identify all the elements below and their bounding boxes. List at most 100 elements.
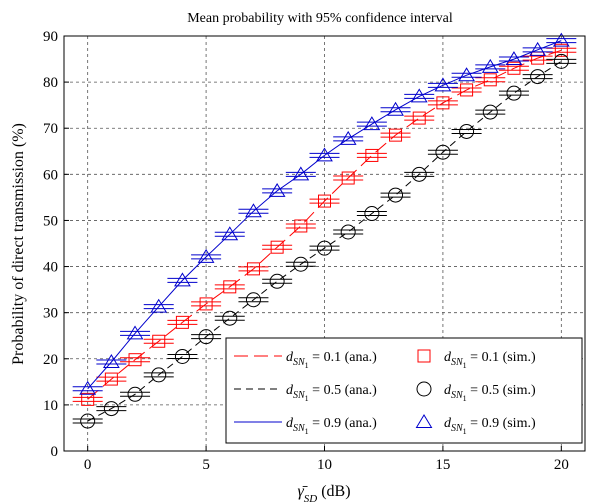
y-tick-label: 10 xyxy=(43,398,58,414)
data-point-0.5 xyxy=(127,386,143,402)
data-point-0.1 xyxy=(554,43,568,57)
data-point-0.9 xyxy=(126,325,144,340)
data-point-0.5 xyxy=(553,53,569,69)
y-tick-label: 50 xyxy=(43,213,58,229)
data-point-0.5 xyxy=(530,69,546,85)
y-tick-label: 90 xyxy=(43,29,58,45)
data-point-0.9 xyxy=(363,116,381,131)
y-tick-label: 20 xyxy=(43,352,58,368)
legend-label-ana-0.1: dSN1 = 0.1 (ana.) xyxy=(286,350,377,370)
x-tick-label: 5 xyxy=(202,457,210,473)
data-point-0.5 xyxy=(435,144,451,160)
data-point-0.9 xyxy=(221,226,239,241)
legend-label-sim-0.5: dSN1 = 0.5 (sim.) xyxy=(444,383,536,403)
legend: dSN1 = 0.1 (ana.) dSN1 = 0.1 (sim.) dSN1 =… xyxy=(225,337,583,444)
data-point-0.9 xyxy=(150,298,168,313)
data-point-0.9 xyxy=(102,354,120,369)
data-point-0.9 xyxy=(174,272,191,287)
x-tick-label: 10 xyxy=(317,457,332,473)
series-line-0.5 xyxy=(87,60,562,422)
data-point-0.5 xyxy=(269,273,285,289)
legend-marker-0.1 xyxy=(417,349,431,363)
data-point-0.5 xyxy=(317,240,332,256)
data-point-0.9 xyxy=(458,67,475,82)
data-point-0.1 xyxy=(246,262,260,276)
data-point-0.9 xyxy=(245,203,262,218)
data-point-0.9 xyxy=(339,130,357,145)
data-point-0.1 xyxy=(199,297,213,311)
data-point-0.9 xyxy=(197,248,215,263)
data-point-0.9 xyxy=(434,77,452,92)
series-line-0.1 xyxy=(87,49,562,400)
data-point-0.1 xyxy=(389,128,403,142)
legend-marker-0.5 xyxy=(416,381,432,397)
data-point-0.9 xyxy=(552,32,570,47)
legend-label-sim-0.9: dSN1 = 0.9 (sim.) xyxy=(444,416,536,436)
data-point-0.5 xyxy=(411,166,427,182)
data-point-0.1 xyxy=(270,240,284,254)
series-line-0.9 xyxy=(87,40,562,390)
y-tick-label: 0 xyxy=(51,444,59,460)
series-0.9 xyxy=(72,32,577,395)
legend-label-ana-0.9: dSN1 = 0.9 (ana.) xyxy=(286,416,377,436)
data-point-0.5 xyxy=(245,292,261,308)
data-point-0.5 xyxy=(459,123,475,139)
y-tick-label: 70 xyxy=(43,121,58,137)
data-point-0.9 xyxy=(292,166,310,181)
data-point-0.1 xyxy=(483,73,497,87)
data-point-0.5 xyxy=(198,329,214,345)
x-tick-labels: 0 5 10 15 20 xyxy=(84,457,569,473)
x-tick-label: 15 xyxy=(435,457,450,473)
data-point-0.9 xyxy=(529,41,547,56)
y-axis-label: Probability of direct transmission (%) xyxy=(10,123,27,365)
data-point-0.5 xyxy=(482,104,498,120)
legend-box xyxy=(225,337,583,444)
data-point-0.5 xyxy=(151,367,167,383)
y-tick-label: 60 xyxy=(43,167,58,183)
data-point-0.9 xyxy=(316,147,333,162)
x-axis-label: γ̄SD (dB) xyxy=(297,483,350,504)
legend-label-ana-0.5: dSN1 = 0.5 (ana.) xyxy=(286,383,377,403)
data-point-0.9 xyxy=(410,88,428,103)
data-point-0.1 xyxy=(175,315,189,329)
data-point-0.1 xyxy=(81,392,95,406)
data-point-0.1 xyxy=(223,280,237,294)
data-point-0.5 xyxy=(222,310,238,326)
data-point-0.9 xyxy=(505,51,523,66)
data-point-0.1 xyxy=(436,96,450,110)
data-point-0.1 xyxy=(341,171,355,185)
data-point-0.5 xyxy=(80,413,96,429)
plot-frame xyxy=(63,35,586,452)
data-point-0.9 xyxy=(481,58,499,73)
data-point-0.1 xyxy=(294,219,308,233)
data-point-0.9 xyxy=(387,101,404,116)
data-point-0.5 xyxy=(364,206,380,222)
data-point-0.9 xyxy=(268,182,286,197)
chart-title: Mean probability with 95% confidence int… xyxy=(187,11,453,26)
x-tick-label: 20 xyxy=(554,457,569,473)
y-tick-labels: 0 10 20 30 40 50 60 70 80 90 xyxy=(43,29,58,460)
series-0.1 xyxy=(72,43,577,406)
data-point-0.5 xyxy=(388,187,404,203)
series-0.5 xyxy=(72,53,577,429)
data-point-0.1 xyxy=(460,83,474,97)
y-tick-label: 80 xyxy=(43,75,58,91)
x-tick-label: 0 xyxy=(84,457,92,473)
data-point-0.5 xyxy=(340,224,356,240)
data-point-0.5 xyxy=(293,256,309,272)
data-point-0.5 xyxy=(103,401,119,417)
data-point-0.5 xyxy=(174,348,190,364)
y-tick-label: 30 xyxy=(43,306,58,322)
data-point-0.1 xyxy=(104,372,118,386)
data-point-0.1 xyxy=(507,61,521,75)
data-point-0.1 xyxy=(128,353,142,367)
data-point-0.9 xyxy=(79,380,97,395)
data-point-0.1 xyxy=(412,111,426,125)
data-point-0.1 xyxy=(152,334,166,348)
data-point-0.1 xyxy=(318,194,331,208)
legend-label-sim-0.1: dSN1 = 0.1 (sim.) xyxy=(444,350,536,370)
legend-marker-0.9 xyxy=(415,414,433,428)
y-tick-label: 40 xyxy=(43,260,58,276)
data-point-0.5 xyxy=(506,85,522,101)
